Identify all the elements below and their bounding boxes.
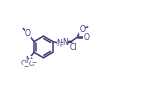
Text: N: N [56,39,62,48]
Text: N: N [25,56,31,65]
Text: +: + [29,56,33,61]
Text: O: O [20,60,26,66]
Text: N: N [63,38,69,47]
Text: Cl: Cl [69,43,77,52]
Text: −: − [23,63,28,68]
Text: O: O [29,61,35,67]
Text: O: O [79,25,85,34]
Text: −: − [31,59,37,64]
Text: O: O [83,33,89,42]
Text: H: H [59,43,64,48]
Text: O: O [25,29,31,38]
